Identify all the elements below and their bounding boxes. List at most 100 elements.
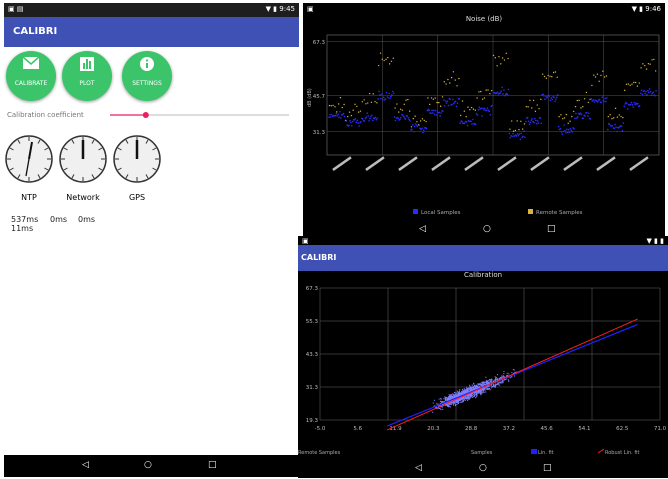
calibration-sample-point <box>470 388 473 390</box>
calibration-sample-point <box>443 401 445 403</box>
legend-lin-fit: Lin. fit <box>538 450 554 456</box>
calibration-sample-point <box>511 371 513 374</box>
remote-sample-point <box>376 102 378 104</box>
calibration-sample-point <box>456 401 458 403</box>
local-sample-point <box>432 109 435 112</box>
local-sample-point <box>474 123 477 125</box>
remote-sample-point <box>379 52 382 54</box>
remote-sample-point <box>465 116 467 118</box>
local-sample-point <box>386 95 389 97</box>
remote-sample-point <box>529 99 531 102</box>
remote-sample-point <box>605 75 608 77</box>
calibration-sample-point <box>445 399 447 401</box>
local-sample-point <box>532 120 534 123</box>
local-sample-point <box>633 101 636 104</box>
recents-icon[interactable]: □ <box>547 224 556 234</box>
local-sample-point <box>600 101 603 104</box>
noise-x-ticks <box>332 156 649 171</box>
local-sample-point <box>623 105 625 108</box>
status-right: ▼ ▮ 9:45 <box>265 5 295 13</box>
local-sample-point <box>376 117 379 119</box>
local-sample-point <box>385 91 388 94</box>
calibration-sample-point <box>447 406 449 408</box>
calibration-sample-point <box>459 398 462 400</box>
local-sample-point <box>546 96 549 98</box>
legend-local-label: Local Samples <box>421 210 461 216</box>
calibration-sample-point <box>503 379 505 381</box>
remote-sample-point <box>423 119 425 122</box>
calibration-sample-point <box>447 398 449 400</box>
settings-button[interactable]: SETTINGS <box>122 51 172 101</box>
recents-icon[interactable]: □ <box>208 460 217 470</box>
local-sample-point <box>480 107 482 110</box>
local-sample-point <box>549 99 552 102</box>
local-sample-point <box>598 98 601 101</box>
remote-sample-point <box>636 85 639 87</box>
remote-sample-point <box>490 89 493 92</box>
remote-sample-point <box>436 101 438 104</box>
calibration-sample-point <box>506 372 508 374</box>
noise-chart[interactable]: 31.3 45.7 67.3 dB (dB) Local Samples Remot… <box>303 27 665 221</box>
calibration-sample-point <box>481 383 483 385</box>
legend-remote-label: Remote Samples <box>536 210 583 216</box>
home-icon[interactable]: ○ <box>479 463 487 473</box>
remote-sample-point <box>552 71 555 74</box>
calibration-sample-point <box>479 393 482 395</box>
local-sample-point <box>471 123 473 125</box>
remote-sample-point <box>507 57 509 60</box>
local-sample-point <box>606 97 608 99</box>
local-sample-point <box>375 118 378 121</box>
local-sample-point <box>425 127 428 130</box>
back-icon[interactable]: ◁ <box>82 460 89 470</box>
remote-sample-point <box>532 99 535 102</box>
legend-robust-swatch <box>597 448 605 454</box>
recents-icon[interactable]: □ <box>543 463 552 473</box>
remote-sample-point <box>447 78 449 81</box>
home-icon[interactable]: ○ <box>144 460 152 470</box>
remote-sample-point <box>399 108 402 110</box>
calibration-slider[interactable] <box>110 111 289 119</box>
local-sample-point <box>451 103 453 106</box>
slider-thumb[interactable] <box>142 112 149 118</box>
remote-sample-point <box>334 106 336 108</box>
calibration-sample-point <box>506 378 508 380</box>
local-sample-point <box>407 116 410 119</box>
calibration-sample-point <box>475 388 477 390</box>
calibration-y-tick-label: 31.3 <box>306 385 319 391</box>
back-icon[interactable]: ◁ <box>415 463 422 473</box>
local-sample-point <box>556 94 559 96</box>
back-icon[interactable]: ◁ <box>419 224 426 234</box>
home-icon[interactable]: ○ <box>483 224 491 234</box>
calibration-sample-point <box>450 396 452 398</box>
local-sample-point <box>535 122 538 125</box>
local-sample-point <box>360 120 362 123</box>
local-sample-point <box>402 115 405 118</box>
calibration-sample-point <box>432 402 434 404</box>
remote-sample-point <box>480 90 482 93</box>
legend-samples: Samples <box>471 450 493 456</box>
local-sample-point <box>482 107 484 110</box>
remote-sample-point <box>476 97 478 99</box>
local-sample-point <box>608 123 611 126</box>
calibration-sample-point <box>438 398 440 400</box>
remote-sample-point <box>383 59 385 62</box>
calibration-chart[interactable]: 19.3 31.3 43.3 55.3 67.3 -5.0 5.6 11.9 20.3 28.8 3… <box>298 280 668 458</box>
local-sample-point <box>534 117 536 120</box>
local-sample-point <box>644 92 646 95</box>
local-sample-point <box>611 125 614 127</box>
remote-sample-point <box>328 104 331 107</box>
calibration-sample-point <box>488 388 490 390</box>
network-label: Network <box>66 193 100 202</box>
calibration-sample-point <box>466 396 468 398</box>
plot-button[interactable]: PLOT <box>62 51 112 101</box>
calibration-sample-point <box>469 385 471 388</box>
calibrate-button-label: CALIBRATE <box>14 80 48 87</box>
local-sample-point <box>634 103 636 106</box>
local-sample-point <box>627 108 629 110</box>
calibration-sample-point <box>475 396 477 399</box>
calibrate-button[interactable]: CALIBRATE <box>6 51 56 101</box>
calibration-sample-point <box>460 397 462 399</box>
calibration-y-tick-label: 55.3 <box>306 319 319 325</box>
local-sample-point <box>640 89 643 92</box>
remote-sample-point <box>545 77 548 79</box>
